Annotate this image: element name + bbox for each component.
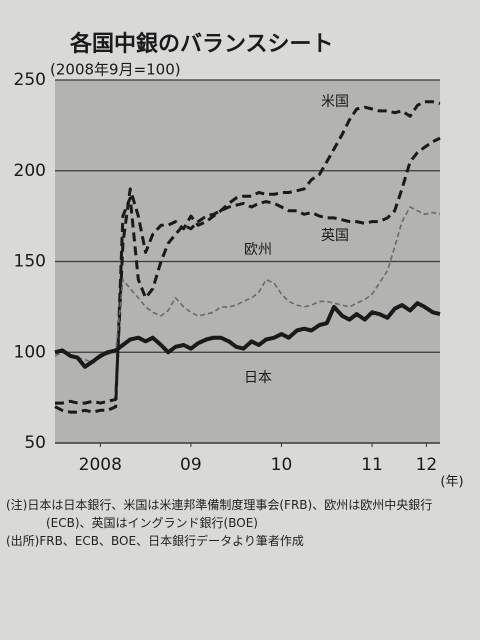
x-unit: (年)	[440, 475, 463, 490]
series-line	[54, 206, 441, 364]
notes: (注)日本は日本銀行、米国は米連邦準備制度理事会(FRB)、欧州は欧州中央銀行(…	[6, 496, 446, 550]
series-label: 英国	[321, 227, 349, 244]
series-label: 米国	[321, 94, 349, 110]
series-label: 欧州	[244, 242, 272, 258]
chart-subtitle: (2008年9月=100)	[50, 61, 181, 79]
y-tick-label: 250	[14, 70, 46, 90]
y-tick-label: 50	[24, 433, 46, 453]
series-label: 日本	[244, 370, 272, 386]
x-tick-label: 2008	[79, 455, 122, 475]
series-line	[54, 301, 441, 369]
y-tick-label: 200	[14, 161, 46, 181]
y-tick-label: 100	[14, 342, 46, 362]
chart: 各国中銀のバランスシート (2008年9月=100) (年) 50 100 150 2…	[14, 31, 464, 490]
y-tick-label: 150	[14, 252, 46, 272]
x-tick-label: 12	[416, 455, 438, 475]
x-tick-label: 11	[361, 455, 383, 475]
note: (出所)FRB、ECB、BOE、日本銀行データより筆者作成	[6, 534, 304, 548]
note: (注)日本は日本銀行、米国は米連邦準備制度理事会(FRB)、欧州は欧州中央銀行(…	[6, 498, 433, 530]
chart-title: 各国中銀のバランスシート	[69, 31, 334, 57]
x-tick-label: 09	[180, 455, 202, 475]
x-tick-label: 10	[271, 455, 293, 475]
